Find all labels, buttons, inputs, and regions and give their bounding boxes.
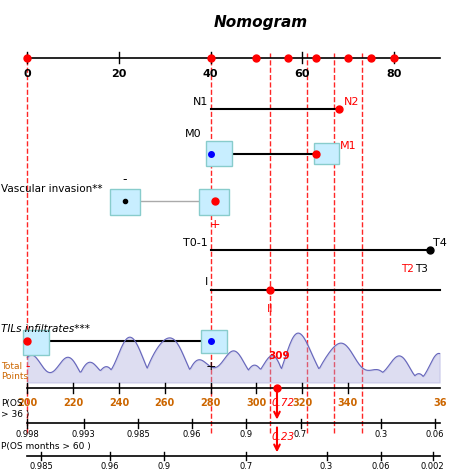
Text: Total
Points: Total Points <box>1 362 28 381</box>
Text: 0.3: 0.3 <box>320 462 333 471</box>
Text: 300: 300 <box>246 398 266 408</box>
Text: 0.23: 0.23 <box>271 432 294 442</box>
Text: 40: 40 <box>203 69 219 79</box>
Text: T3: T3 <box>415 264 428 274</box>
Text: N1: N1 <box>193 97 208 107</box>
Text: 0.06: 0.06 <box>426 430 444 439</box>
Text: -: - <box>25 360 29 373</box>
FancyBboxPatch shape <box>199 189 229 215</box>
Text: 0.985: 0.985 <box>29 462 53 471</box>
FancyBboxPatch shape <box>314 143 339 164</box>
Text: 0.9: 0.9 <box>240 430 253 439</box>
Text: N2: N2 <box>344 97 359 107</box>
Text: T0-1: T0-1 <box>183 237 208 247</box>
Text: 0.96: 0.96 <box>183 430 201 439</box>
Text: 309: 309 <box>269 351 290 361</box>
Text: Vascular invasion**: Vascular invasion** <box>1 183 103 193</box>
Text: 0.7: 0.7 <box>294 430 307 439</box>
Text: 80: 80 <box>386 69 401 79</box>
Text: TILs infiltrates***: TILs infiltrates*** <box>1 324 91 334</box>
Text: I: I <box>205 277 208 287</box>
Text: 0.9: 0.9 <box>157 462 171 471</box>
Text: 320: 320 <box>292 398 312 408</box>
Text: 0.985: 0.985 <box>126 430 150 439</box>
Text: 60: 60 <box>294 69 310 79</box>
Text: +: + <box>210 219 220 231</box>
Text: 36: 36 <box>433 398 447 408</box>
Text: T4: T4 <box>433 237 447 247</box>
Text: M1: M1 <box>339 141 356 151</box>
Text: 200: 200 <box>17 398 37 408</box>
Text: 0.7: 0.7 <box>240 462 253 471</box>
FancyBboxPatch shape <box>109 189 140 215</box>
FancyBboxPatch shape <box>206 141 232 166</box>
Text: 0.3: 0.3 <box>374 430 387 439</box>
Text: 20: 20 <box>111 69 127 79</box>
Text: 220: 220 <box>63 398 83 408</box>
FancyBboxPatch shape <box>201 329 227 353</box>
Text: 0.06: 0.06 <box>372 462 390 471</box>
FancyBboxPatch shape <box>23 329 48 356</box>
Text: -: - <box>122 173 127 186</box>
Text: II: II <box>267 304 273 314</box>
Text: 0.72: 0.72 <box>271 398 294 409</box>
Text: M0: M0 <box>184 129 201 139</box>
Text: 0.993: 0.993 <box>72 430 96 439</box>
Text: 280: 280 <box>201 398 221 408</box>
Text: 260: 260 <box>155 398 175 408</box>
Text: 0.96: 0.96 <box>100 462 119 471</box>
Text: 0.002: 0.002 <box>421 462 444 471</box>
Text: 240: 240 <box>109 398 129 408</box>
Text: Nomogram: Nomogram <box>213 15 308 30</box>
Text: T2: T2 <box>401 264 414 274</box>
Text: 0: 0 <box>24 69 31 79</box>
Text: P(OS months > 60 ): P(OS months > 60 ) <box>1 442 91 451</box>
Text: 0.998: 0.998 <box>16 430 39 439</box>
Text: 340: 340 <box>338 398 358 408</box>
Text: P(OS
> 36 ): P(OS > 36 ) <box>1 399 30 419</box>
Text: +: + <box>205 360 216 373</box>
